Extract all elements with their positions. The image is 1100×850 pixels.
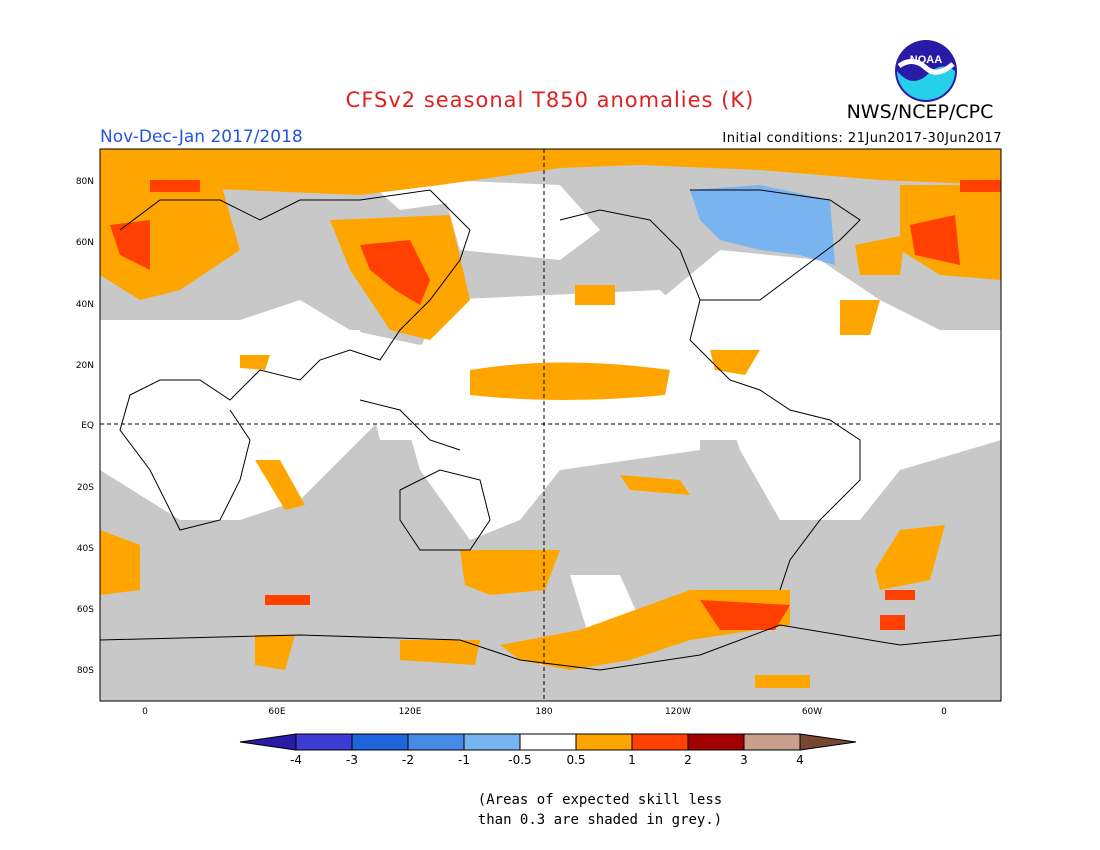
- coastlines: [100, 189, 1001, 671]
- colorbar-swatch: [631, 733, 689, 751]
- colorbar-swatch: [575, 733, 633, 751]
- colorbar-label: 3: [740, 753, 748, 767]
- skill-note-line-1: (Areas of expected skill less: [477, 792, 723, 808]
- skill-note-line-2: than 0.3 are shaded in grey.): [477, 812, 723, 828]
- lon-label: 0: [142, 707, 148, 717]
- longitude-labels: 0 60E 120E 180 120W 60W 0: [142, 707, 947, 717]
- colorbar-label: 0.5: [566, 753, 585, 767]
- lon-label: 0: [941, 707, 947, 717]
- colorbar-label: -0.5: [508, 753, 531, 767]
- cool-anomaly-region: [690, 185, 835, 265]
- lon-label: 180: [535, 707, 552, 717]
- noaa-logo-icon: NOAA: [895, 40, 957, 102]
- forecast-period: Nov-Dec-Jan 2017/2018: [100, 127, 303, 147]
- colorbar-swatch: [743, 733, 801, 751]
- lat-label: 40S: [77, 544, 94, 554]
- map-title: CFSv2 seasonal T850 anomalies (K): [345, 88, 755, 112]
- lon-label: 60E: [268, 707, 285, 717]
- lat-label: 40N: [76, 300, 94, 310]
- colorbar-swatch: [407, 733, 465, 751]
- lat-label: 20N: [76, 361, 94, 371]
- colorbar-label: -1: [458, 753, 470, 767]
- initial-conditions: Initial conditions: 21Jun2017-30Jun2017: [722, 131, 1002, 146]
- lat-label: 60S: [77, 605, 94, 615]
- lat-label: EQ: [81, 421, 94, 431]
- colorbar-label: 2: [684, 753, 692, 767]
- colorbar-swatch: [351, 733, 409, 751]
- latitude-labels: 80N 60N 40N 20N EQ 20S 40S 60S 80S: [76, 177, 94, 676]
- colorbar-label: -3: [346, 753, 358, 767]
- colorbar-swatch: [463, 733, 521, 751]
- colorbar: -4 -3 -2 -1 -0.5 0.5 1 2 3 4: [239, 733, 857, 767]
- colorbar-label: -4: [290, 753, 302, 767]
- agency-label: NWS/NCEP/CPC: [846, 101, 994, 123]
- skill-note: (Areas of expected skill less than 0.3 a…: [440, 790, 760, 830]
- noaa-logo-text: NOAA: [910, 54, 942, 66]
- lat-label: 20S: [77, 483, 94, 493]
- colorbar-swatch: [295, 733, 353, 751]
- lat-label: 80S: [77, 666, 94, 676]
- colorbar-label: 1: [628, 753, 636, 767]
- lat-label: 80N: [76, 177, 94, 187]
- colorbar-label: -2: [402, 753, 414, 767]
- colorbar-swatch: [519, 733, 577, 751]
- lat-label: 60N: [76, 238, 94, 248]
- colorbar-arrow-left: [239, 733, 297, 751]
- lon-label: 120E: [399, 707, 422, 717]
- colorbar-label: 4: [796, 753, 804, 767]
- lon-label: 120W: [665, 707, 691, 717]
- lon-label: 60W: [802, 707, 822, 717]
- warm-anomaly-1-2: [110, 180, 1001, 630]
- colorbar-swatch: [687, 733, 745, 751]
- map-frame: [99, 148, 1002, 702]
- colorbar-arrow-right: [799, 733, 857, 751]
